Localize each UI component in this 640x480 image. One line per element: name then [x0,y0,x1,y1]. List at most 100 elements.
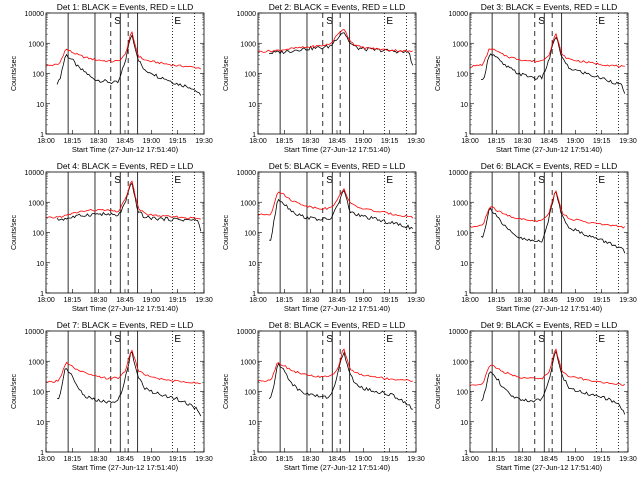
chart-panel-det-2: Det 2: BLACK = Events, RED = LLD S E 1 10 100… [223,2,425,154]
events-series-line [268,32,414,66]
x-tick-label: 18:15 [276,456,294,463]
x-tick-label: 18:45 [328,456,346,463]
x-tick-label: 18:30 [90,297,108,304]
x-tick-label: 18:30 [302,138,320,145]
chart-title: Det 5: BLACK = Events, RED = LLD [269,161,406,171]
x-tick-label: 18:15 [64,297,82,304]
x-tick-label: 19:00 [143,297,161,304]
x-tick-label: 18:00 [461,456,479,463]
x-tick-label: 19:00 [355,456,373,463]
start-marker-label: S [538,16,545,27]
x-tick-label: 18:45 [328,297,346,304]
y-tick-label: 10000 [237,11,257,18]
y-axis-label: Counts/sec [11,55,18,91]
x-tick-label: 18:30 [302,297,320,304]
x-tick-label: 18:45 [116,297,134,304]
end-marker-label: E [386,334,393,345]
events-series-line [481,36,626,94]
x-tick-label: 18:45 [540,297,558,304]
chart-title: Det 2: BLACK = Events, RED = LLD [269,2,406,12]
y-tick-label: 1 [252,450,256,457]
lld-series-line [257,29,413,53]
x-axis-label: Start Time (27-Jun-12 17:51:40) [496,463,603,472]
plot-frame [45,330,205,453]
chart-title: Det 4: BLACK = Events, RED = LLD [57,161,194,171]
x-tick-label: 18:15 [488,138,506,145]
y-axis-label: Counts/sec [435,373,442,409]
x-tick-label: 18:30 [514,456,532,463]
x-tick-label: 19:15 [593,297,611,304]
events-series-line [269,189,414,241]
plot-frame [45,12,205,135]
y-tick-label: 1 [252,291,256,298]
y-tick-label: 1000 [28,41,44,48]
y-tick-label: 100 [244,72,256,79]
y-tick-label: 1000 [452,200,468,207]
x-axis-label: Start Time (27-Jun-12 17:51:40) [72,304,179,313]
x-tick-label: 18:30 [90,456,108,463]
chart-title: Det 8: BLACK = Events, RED = LLD [269,320,406,330]
end-marker-label: E [386,175,393,186]
x-axis-label: Start Time (27-Jun-12 17:51:40) [284,145,391,154]
events-series-line [480,191,626,254]
chart-panel-det-3: Det 3: BLACK = Events, RED = LLD S E 1 10 100… [435,2,637,154]
x-tick-label: 19:30 [195,297,213,304]
x-tick-label: 18:45 [116,456,134,463]
y-tick-label: 1 [252,132,256,139]
x-tick-label: 18:30 [302,456,320,463]
events-series-line [57,351,202,417]
x-tick-label: 18:30 [514,138,532,145]
y-tick-label: 1 [40,132,44,139]
chart-panel-det-9: Det 9: BLACK = Events, RED = LLD S E 1 10 100… [435,320,637,472]
lld-series-line [257,188,414,219]
y-tick-label: 10 [36,102,44,109]
x-tick-label: 19:15 [169,138,187,145]
y-axis-label: Counts/sec [11,373,18,409]
x-tick-label: 19:15 [381,297,399,304]
x-tick-label: 19:30 [619,456,637,463]
chart-title: Det 1: BLACK = Events, RED = LLD [57,2,194,12]
y-tick-label: 10 [36,420,44,427]
end-marker-label: E [598,334,605,345]
x-tick-label: 18:00 [37,138,55,145]
y-tick-label: 1 [464,291,468,298]
y-tick-label: 10 [460,102,468,109]
x-tick-label: 19:30 [407,138,425,145]
x-tick-label: 18:15 [276,138,294,145]
x-tick-label: 18:15 [488,297,506,304]
y-tick-label: 100 [32,72,44,79]
y-tick-label: 10000 [237,329,257,336]
y-tick-label: 10000 [237,170,257,177]
x-tick-label: 19:00 [567,297,585,304]
start-marker-label: S [326,16,333,27]
y-tick-label: 100 [32,231,44,238]
plot-frame [257,330,417,453]
y-tick-label: 1000 [240,200,256,207]
x-axis-label: Start Time (27-Jun-12 17:51:40) [72,145,179,154]
y-tick-label: 1000 [452,41,468,48]
x-axis-label: Start Time (27-Jun-12 17:51:40) [72,463,179,472]
x-tick-label: 18:30 [90,138,108,145]
end-marker-label: E [174,175,181,186]
y-tick-label: 1000 [240,359,256,366]
x-tick-label: 19:30 [407,297,425,304]
start-marker-label: S [326,175,333,186]
chart-panel-det-4: Det 4: BLACK = Events, RED = LLD S E 1 10 100… [11,161,213,313]
start-marker-label: S [538,175,545,186]
x-tick-label: 19:15 [593,138,611,145]
start-marker-label: S [326,334,333,345]
x-tick-label: 19:15 [169,297,187,304]
y-tick-label: 10 [460,420,468,427]
y-axis-label: Counts/sec [223,373,230,409]
x-tick-label: 18:15 [64,456,82,463]
y-tick-label: 1000 [240,41,256,48]
x-tick-label: 18:45 [540,138,558,145]
x-tick-label: 18:30 [514,297,532,304]
plot-frame [469,330,629,453]
start-marker-label: S [114,16,121,27]
x-tick-label: 18:45 [116,138,134,145]
y-tick-label: 10 [460,261,468,268]
plot-frame [469,12,629,135]
y-tick-label: 100 [244,231,256,238]
y-axis-label: Counts/sec [11,214,18,250]
